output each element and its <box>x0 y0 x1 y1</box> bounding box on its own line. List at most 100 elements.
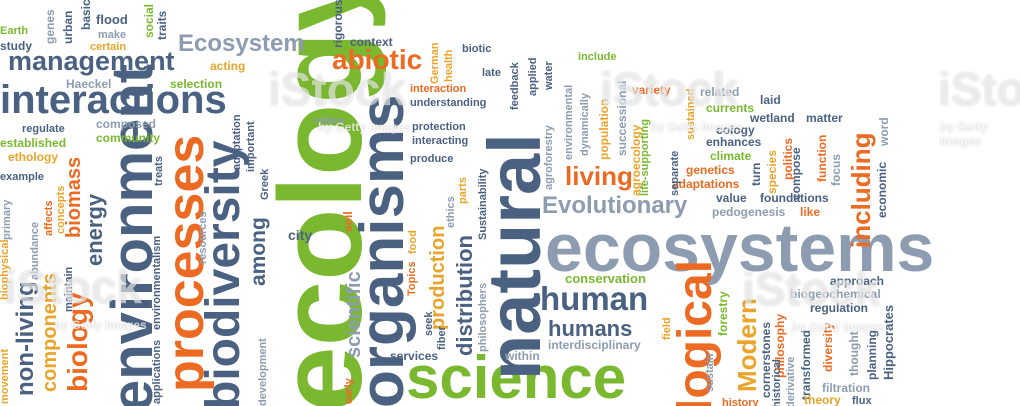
word-context: context <box>350 35 393 49</box>
word-evolutionary: Evolutionary <box>542 192 688 219</box>
word-understanding: understanding <box>410 97 487 109</box>
word-regulation: regulation <box>810 301 869 315</box>
word-german: German <box>429 42 441 84</box>
watermark-byline: by Getty Images <box>940 120 989 148</box>
word-foundations: foundations <box>760 191 829 205</box>
word-theory: theory <box>804 393 841 406</box>
word-ecosystem: Ecosystem <box>178 30 305 57</box>
word-established: established <box>0 136 67 150</box>
word-study: study <box>0 39 33 53</box>
word-services: services <box>390 349 439 363</box>
word-dynamically: dynamically <box>579 93 591 156</box>
word-interactions: interactions <box>0 78 227 122</box>
word-function: function <box>815 134 829 182</box>
word-produce: produce <box>410 153 454 165</box>
word-derivative: derivative <box>785 356 797 406</box>
word-adaptation: adaptation <box>231 114 243 170</box>
word-filtration: filtration <box>822 381 870 395</box>
word-genes: genes <box>43 9 57 44</box>
word-important: important <box>245 121 257 172</box>
watermark-byline: by Getty Images <box>650 120 743 134</box>
word-human: human <box>540 280 649 317</box>
word-refers: refers <box>314 115 345 127</box>
word-treats: treats <box>153 156 165 186</box>
word-biotic: biotic <box>462 43 492 55</box>
word-philosophers: philosophers <box>477 282 489 352</box>
word-laid: laid <box>760 93 781 107</box>
word-development: development <box>257 338 269 406</box>
word-variety: variety <box>632 83 671 97</box>
word-conservation: conservation <box>565 271 646 286</box>
word-primary: primary <box>1 199 13 240</box>
watermark-byline: by Getty Images <box>792 320 885 334</box>
watermark-brand: iStock <box>268 63 407 115</box>
word-haeckel: Haeckel <box>66 77 112 91</box>
word-planning: planning <box>865 330 879 380</box>
word-species: species <box>765 149 779 194</box>
word-focus: focus <box>829 153 843 186</box>
watermark-brand: iStock <box>600 63 739 115</box>
word-energy: energy <box>82 193 107 266</box>
word-example: example <box>0 171 45 183</box>
watermark-brand: iStock <box>4 261 143 313</box>
word-urban: urban <box>61 10 75 44</box>
word-rigorous: rigorous <box>331 0 345 48</box>
word-movement: movement <box>0 348 11 404</box>
word-ethics: ethics <box>445 196 457 228</box>
word-social: social <box>142 3 156 38</box>
word-topics: Topics <box>406 261 418 296</box>
watermark-byline: by Getty Images <box>54 318 147 332</box>
word-interdisciplinary: interdisciplinary <box>548 338 641 352</box>
word-within: within <box>505 349 540 363</box>
watermark-byline: by Getty Images <box>318 120 411 134</box>
word-distribution: distribution <box>452 235 477 356</box>
word-approach: approach <box>830 274 885 288</box>
watermark-brand: iStock <box>938 63 1020 115</box>
word-biodiversity: biodiversity <box>197 140 250 406</box>
word-parts: parts <box>457 177 469 204</box>
word-including: including <box>846 132 876 248</box>
word-applied: applied <box>527 57 539 96</box>
word-among: among <box>247 217 270 286</box>
word-community: community <box>96 131 161 145</box>
word-genetics: genetics <box>686 163 735 177</box>
word-fiber: fiber <box>436 326 448 350</box>
word-abiotic: abiotic <box>332 44 423 75</box>
word-biomass: biomass <box>63 156 85 238</box>
word-environmentalism: environmentalism <box>151 235 163 330</box>
word-management: management <box>8 46 175 76</box>
word-matter: matter <box>806 111 843 125</box>
word-interacting: interacting <box>412 135 469 147</box>
word-history: history <box>722 397 759 406</box>
word-adaptations: adaptations <box>672 177 740 191</box>
word-transformed: transformed <box>799 329 813 400</box>
word-cology: cology <box>716 123 755 137</box>
word-sustain: sustain <box>704 353 716 392</box>
word-pedogenesis: pedogenesis <box>712 205 786 219</box>
word-affects: affects <box>43 200 55 236</box>
word-ethology: ethology <box>8 150 58 164</box>
word-interaction: interaction <box>410 83 467 95</box>
word-make: make <box>98 29 127 41</box>
word-protection: protection <box>412 121 466 133</box>
word-scientific: scientific <box>343 271 365 358</box>
word-related: related <box>700 85 740 99</box>
word-forestry: forestry <box>716 291 730 336</box>
word-politics: politics <box>781 137 795 180</box>
word-humans: humans <box>548 316 633 341</box>
word-composed: composed <box>96 117 157 131</box>
word-historical: historical <box>771 359 783 406</box>
word-basic: basic <box>79 0 93 30</box>
word-thought: thought <box>847 331 861 376</box>
word-greek: Greek <box>259 168 271 200</box>
word-health: health <box>443 49 455 82</box>
word-early: early <box>343 378 355 404</box>
word-acting: acting <box>210 59 246 73</box>
word-wetland: wetland <box>750 111 795 125</box>
word-regulate: regulate <box>22 123 65 135</box>
word-include: include <box>578 51 617 63</box>
word-natural: natural <box>473 133 556 380</box>
word-sustainability: Sustainability <box>477 168 489 240</box>
word-certain: certain <box>90 41 127 53</box>
